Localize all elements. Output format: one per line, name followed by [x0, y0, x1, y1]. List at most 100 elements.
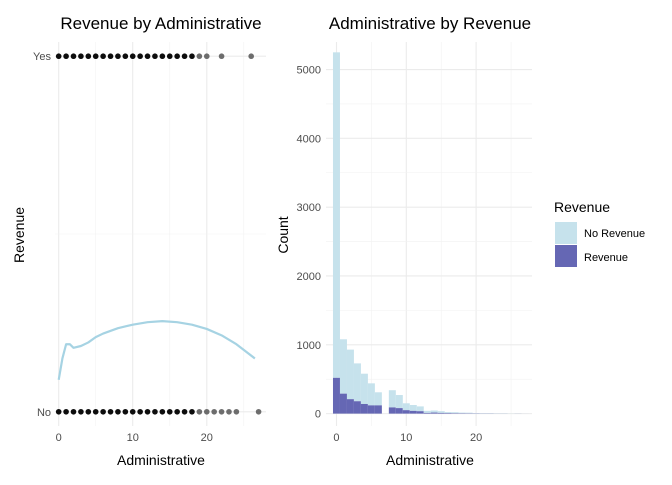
left-y-ticks: No Yes — [33, 51, 51, 419]
scatter-point-yes — [115, 53, 121, 59]
scatter-point-no — [204, 409, 210, 415]
legend-title: Revenue — [554, 199, 610, 215]
scatter-point-no — [56, 409, 62, 415]
left-chart-title: Revenue by Administrative — [60, 14, 261, 33]
right-chart-title: Administrative by Revenue — [329, 14, 531, 33]
scatter-point-no — [182, 409, 188, 415]
bar-revenue — [368, 405, 375, 413]
scatter-point-yes — [123, 53, 129, 59]
scatter-point-yes — [63, 53, 69, 59]
scatter-point-yes — [219, 53, 225, 59]
bar-revenue — [431, 413, 438, 414]
bar-no-revenue — [368, 383, 375, 405]
scatter-point-yes — [145, 53, 151, 59]
scatter-point-no — [197, 409, 203, 415]
left-smooth-layer — [59, 321, 255, 380]
left-y-tick-label: No — [37, 407, 51, 419]
left-x-axis-title: Administrative — [117, 452, 205, 468]
scatter-point-yes — [56, 53, 62, 59]
bar-no-revenue — [340, 339, 347, 393]
bar-no-revenue — [466, 413, 473, 414]
right-y-tick-label: 2000 — [297, 271, 321, 283]
scatter-point-yes — [182, 53, 188, 59]
scatter-point-yes — [174, 53, 180, 59]
scatter-point-yes — [197, 53, 203, 59]
bar-revenue — [333, 378, 340, 414]
scatter-point-yes — [137, 53, 143, 59]
left-x-tick-label: 20 — [201, 432, 213, 444]
scatter-point-no — [219, 409, 225, 415]
scatter-point-no — [108, 409, 114, 415]
bar-no-revenue — [347, 350, 354, 400]
bar-no-revenue — [417, 406, 424, 411]
bar-revenue — [445, 413, 452, 414]
left-y-axis-title: Revenue — [11, 207, 27, 263]
right-x-tick-label: 10 — [400, 432, 412, 444]
right-y-tick-label: 3000 — [297, 202, 321, 214]
scatter-point-yes — [78, 53, 84, 59]
smooth-line — [59, 321, 255, 380]
bar-no-revenue — [431, 411, 438, 413]
right-x-axis-title: Administrative — [386, 452, 474, 468]
scatter-point-no — [78, 409, 84, 415]
scatter-point-no — [123, 409, 129, 415]
scatter-point-yes — [160, 53, 166, 59]
scatter-point-yes — [189, 53, 195, 59]
bar-revenue — [424, 413, 431, 414]
legend-label-no-revenue: No Revenue — [584, 228, 645, 240]
bar-no-revenue — [361, 374, 368, 404]
bar-revenue — [375, 405, 382, 413]
scatter-point-no — [160, 409, 166, 415]
scatter-point-no — [167, 409, 173, 415]
scatter-point-no — [137, 409, 143, 415]
right-y-tick-label: 5000 — [297, 65, 321, 77]
bar-revenue — [354, 401, 361, 413]
bar-revenue — [403, 410, 410, 413]
legend-key-revenue — [555, 245, 577, 267]
scatter-point-no — [174, 409, 180, 415]
bar-no-revenue — [424, 411, 431, 413]
scatter-point-no — [130, 409, 136, 415]
left-x-tick-label: 10 — [127, 432, 139, 444]
bar-no-revenue — [445, 412, 452, 413]
scatter-point-no — [115, 409, 121, 415]
bar-revenue — [417, 411, 424, 413]
bar-no-revenue — [452, 412, 459, 413]
right-y-axis-title: Count — [275, 216, 291, 253]
scatter-point-no — [152, 409, 158, 415]
bar-no-revenue — [396, 395, 403, 408]
bar-no-revenue — [375, 392, 382, 405]
scatter-point-no — [256, 409, 262, 415]
scatter-point-yes — [248, 53, 254, 59]
left-grid — [55, 42, 266, 426]
scatter-point-yes — [152, 53, 158, 59]
scatter-point-no — [93, 409, 99, 415]
legend-label-revenue: Revenue — [584, 252, 628, 264]
bar-no-revenue — [410, 405, 417, 411]
scatter-point-no — [189, 409, 195, 415]
scatter-point-yes — [71, 53, 77, 59]
scatter-point-no — [145, 409, 151, 415]
left-y-tick-label: Yes — [33, 51, 51, 63]
bar-no-revenue — [354, 363, 361, 401]
bar-revenue — [347, 399, 354, 413]
bar-no-revenue — [438, 411, 445, 413]
scatter-point-no — [226, 409, 232, 415]
bar-revenue — [340, 394, 347, 414]
right-y-tick-label: 4000 — [297, 133, 321, 145]
scatter-point-yes — [167, 53, 173, 59]
legend-key-no-revenue — [555, 222, 577, 244]
left-x-tick-label: 0 — [56, 432, 62, 444]
scatter-point-yes — [93, 53, 99, 59]
scatter-point-no — [234, 409, 240, 415]
bar-revenue — [410, 411, 417, 414]
right-y-tick-label: 0 — [315, 409, 321, 421]
bar-no-revenue — [389, 390, 396, 407]
right-x-tick-label: 0 — [333, 432, 339, 444]
legend: Revenue No Revenue Revenue — [554, 199, 645, 267]
scatter-point-yes — [108, 53, 114, 59]
